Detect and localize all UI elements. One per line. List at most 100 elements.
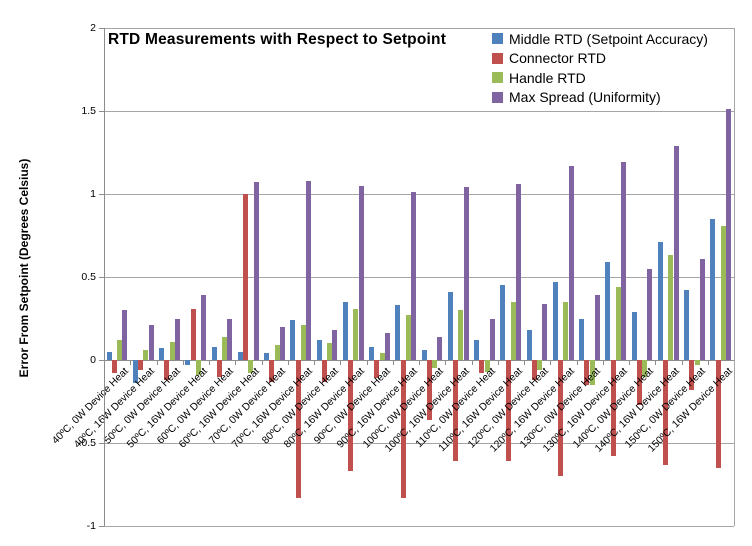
bar-connector-rtd bbox=[243, 194, 249, 360]
bar-max-spread bbox=[122, 310, 128, 360]
bar-middle-rtd bbox=[316, 340, 322, 360]
plot-area: 2 1.5 1 0.5 0 -0.5 -1 40ºC, 0W Device Heat 40ºC,… bbox=[50, 22, 735, 532]
bar-max-spread bbox=[673, 145, 679, 360]
gridline bbox=[104, 28, 734, 29]
y-tick-label: -0.5 bbox=[77, 437, 96, 449]
bar-max-spread bbox=[516, 184, 522, 360]
bar-middle-rtd bbox=[342, 301, 348, 360]
bar-connector-rtd bbox=[321, 360, 327, 382]
legend-label: Handle RTD bbox=[509, 69, 586, 86]
x-tick-mark bbox=[287, 360, 289, 365]
bar-connector-rtd bbox=[636, 360, 642, 405]
bar-handle-rtd bbox=[353, 308, 359, 360]
bar-max-spread bbox=[384, 333, 390, 360]
bar-connector-rtd bbox=[269, 360, 275, 382]
gridline bbox=[104, 111, 734, 112]
x-tick-mark bbox=[209, 360, 210, 365]
bar-middle-rtd bbox=[474, 340, 480, 360]
bar-handle-rtd bbox=[222, 336, 228, 360]
bar-middle-rtd bbox=[132, 360, 138, 384]
x-tick-mark bbox=[156, 360, 158, 365]
y-tick-label: 0 bbox=[90, 354, 96, 366]
x-tick-mark bbox=[392, 360, 394, 365]
legend-label: Connector RTD bbox=[509, 50, 607, 67]
bar-handle-rtd bbox=[694, 360, 700, 365]
bar-connector-rtd bbox=[426, 360, 432, 420]
bar-handle-rtd bbox=[195, 360, 201, 375]
gridline bbox=[104, 277, 734, 278]
legend-item: Connector RTD bbox=[492, 49, 708, 69]
bar-handle-rtd bbox=[274, 345, 280, 360]
y-tick-mark bbox=[99, 194, 104, 195]
bar-handle-rtd bbox=[458, 310, 464, 360]
bar-connector-rtd bbox=[663, 360, 669, 465]
bar-middle-rtd bbox=[552, 281, 558, 360]
bar-handle-rtd bbox=[484, 360, 490, 372]
bar-max-spread bbox=[227, 318, 233, 360]
bar-max-spread bbox=[647, 268, 653, 360]
x-tick-mark bbox=[550, 360, 552, 365]
gridline bbox=[104, 194, 734, 195]
bar-middle-rtd bbox=[421, 350, 427, 360]
bar-middle-rtd bbox=[237, 351, 243, 360]
legend-item: Handle RTD bbox=[492, 68, 708, 88]
bar-max-spread bbox=[306, 180, 312, 360]
bar-max-spread bbox=[332, 330, 338, 360]
y-tick-mark bbox=[99, 28, 104, 29]
bar-connector-rtd bbox=[374, 360, 380, 379]
bar-handle-rtd bbox=[379, 353, 385, 360]
bar-connector-rtd bbox=[531, 360, 537, 380]
bar-max-spread bbox=[699, 258, 705, 360]
bar-middle-rtd bbox=[684, 290, 690, 360]
x-tick-mark bbox=[681, 360, 683, 365]
bar-middle-rtd bbox=[710, 218, 716, 360]
bar-connector-rtd bbox=[111, 360, 117, 374]
legend-swatch bbox=[492, 91, 503, 103]
bar-handle-rtd bbox=[300, 325, 306, 360]
bar-connector-rtd bbox=[479, 360, 485, 374]
bar-middle-rtd bbox=[395, 305, 401, 360]
y-tick-label: 1.5 bbox=[81, 105, 96, 117]
bar-connector-rtd bbox=[164, 360, 170, 380]
bar-connector-rtd bbox=[453, 360, 459, 462]
legend-item: Middle RTD (Setpoint Accuracy) bbox=[492, 29, 708, 49]
x-tick-mark bbox=[471, 360, 473, 365]
bar-max-spread bbox=[621, 162, 627, 360]
y-tick-mark bbox=[99, 277, 104, 278]
bar-middle-rtd bbox=[159, 348, 165, 360]
bar-handle-rtd bbox=[327, 343, 333, 360]
x-tick-mark bbox=[130, 360, 132, 365]
bar-max-spread bbox=[463, 187, 469, 360]
bar-middle-rtd bbox=[369, 346, 375, 360]
bar-handle-rtd bbox=[432, 360, 438, 369]
bar-handle-rtd bbox=[510, 301, 516, 360]
x-tick-mark bbox=[629, 360, 630, 365]
bar-connector-rtd bbox=[216, 360, 222, 377]
bar-middle-rtd bbox=[106, 351, 112, 360]
bar-connector-rtd bbox=[584, 360, 590, 385]
bar-middle-rtd bbox=[264, 353, 270, 360]
x-tick-mark bbox=[497, 360, 499, 365]
bar-max-spread bbox=[594, 295, 600, 360]
gridline bbox=[104, 526, 734, 527]
bar-max-spread bbox=[201, 295, 207, 360]
bar-handle-rtd bbox=[668, 255, 674, 360]
x-tick-mark bbox=[340, 360, 342, 365]
bar-handle-rtd bbox=[642, 360, 648, 377]
legend-label: Max Spread (Uniformity) bbox=[509, 89, 661, 106]
x-tick-mark bbox=[419, 360, 420, 365]
legend: Middle RTD (Setpoint Accuracy) Connector … bbox=[492, 29, 708, 107]
x-tick-mark bbox=[261, 360, 263, 365]
x-tick-mark bbox=[182, 360, 184, 365]
bar-handle-rtd bbox=[405, 315, 411, 360]
y-axis-line bbox=[104, 28, 105, 526]
y-axis-title-text: Error From Setpoint (Degrees Celsius) bbox=[17, 158, 31, 378]
bar-max-spread bbox=[489, 318, 495, 360]
bar-handle-rtd bbox=[537, 360, 543, 370]
y-tick-mark bbox=[99, 443, 104, 444]
bar-middle-rtd bbox=[579, 318, 585, 360]
bar-connector-rtd bbox=[689, 360, 695, 390]
legend-label: Middle RTD (Setpoint Accuracy) bbox=[509, 30, 708, 47]
bar-max-spread bbox=[568, 165, 574, 360]
bar-connector-rtd bbox=[348, 360, 354, 472]
